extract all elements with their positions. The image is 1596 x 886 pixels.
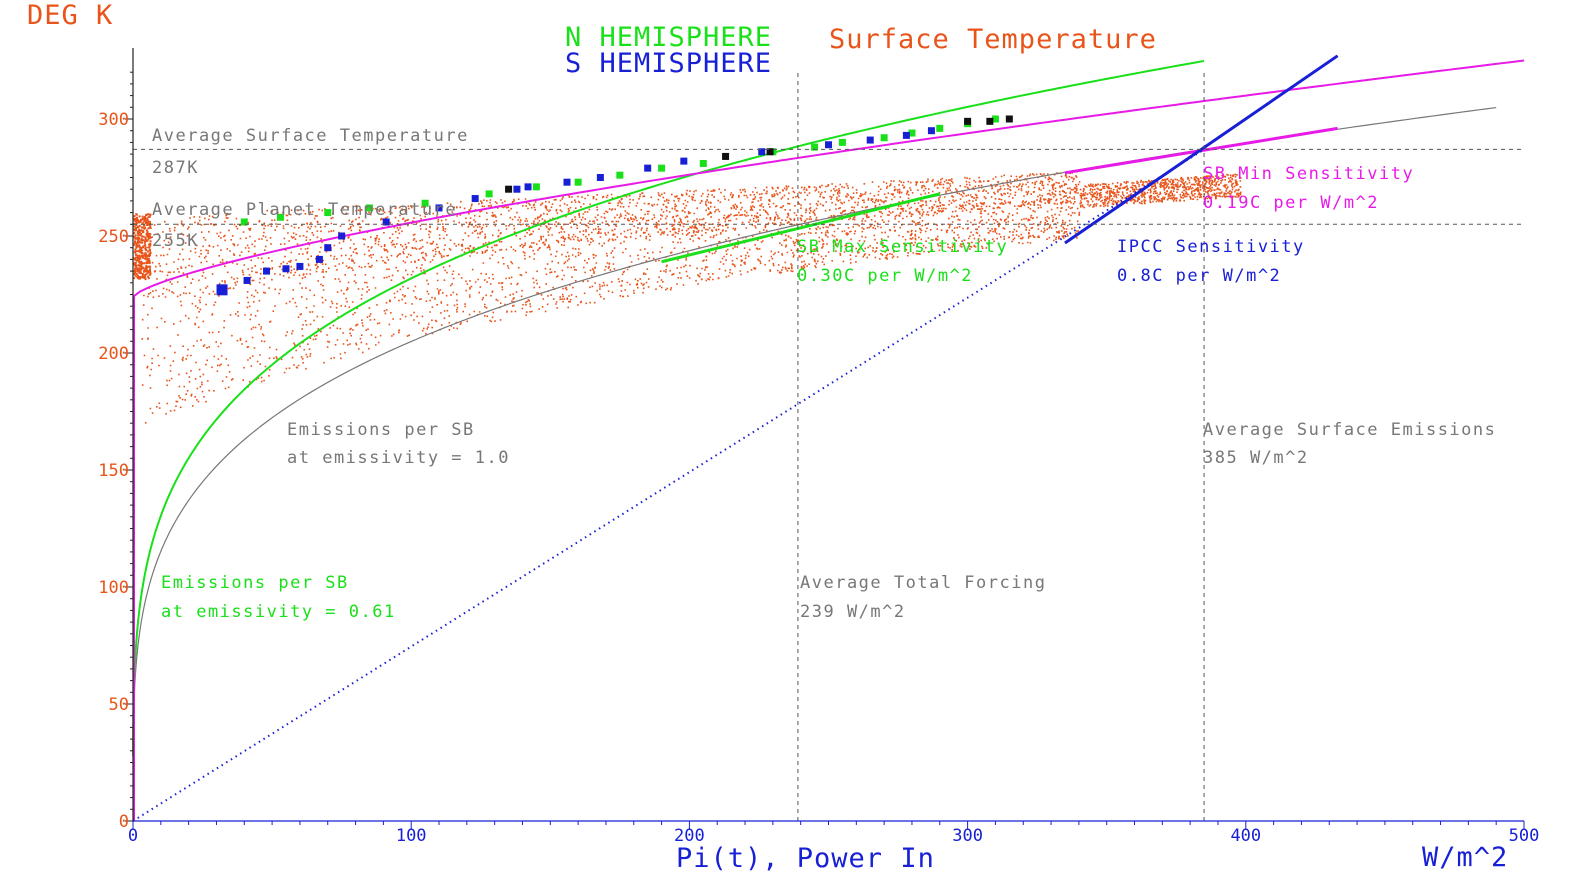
y-tick-label: 100 <box>98 578 129 598</box>
data-point <box>658 164 666 172</box>
linear-dotted-line <box>132 148 1205 822</box>
sb-max-tangent-line <box>661 192 941 264</box>
annotation-avg-surface-emissions: Average Surface Emissions <box>1203 420 1496 440</box>
annotation-sb-max-value: 0.30C per W/m^2 <box>797 266 973 286</box>
data-point <box>838 138 846 146</box>
series-black <box>505 115 1013 193</box>
data-point <box>365 204 373 212</box>
annotation-emissions-sb-1-value: at emissivity = 1.0 <box>287 448 510 468</box>
ipcc-sensitivity-line <box>1064 54 1339 245</box>
annotation-avg-total-forcing-value: 239 W/m^2 <box>800 602 906 622</box>
annotation-emissions-sb-1: Emissions per SB <box>287 420 475 440</box>
data-point <box>644 164 652 172</box>
data-point <box>282 265 290 273</box>
title-surface-temperature: Surface Temperature <box>829 24 1157 55</box>
data-point <box>315 255 323 263</box>
data-point <box>216 284 228 296</box>
annotation-ipcc-value: 0.8C per W/m^2 <box>1117 266 1281 286</box>
data-point <box>296 262 304 270</box>
data-point <box>866 136 874 144</box>
data-point <box>524 183 532 191</box>
annotation-sb-min-value: 0.19C per W/m^2 <box>1203 193 1379 213</box>
data-point <box>825 141 832 149</box>
data-point <box>616 171 624 179</box>
data-point <box>532 183 540 191</box>
chart-axes: 0 100 200 300 400 500 0 50 100 150 200 250 300 <box>98 48 1539 846</box>
hemisphere-points <box>216 115 1013 296</box>
data-point <box>1005 115 1013 123</box>
y-tick-label: 50 <box>109 695 129 715</box>
x-unit-label: W/m^2 <box>1422 842 1508 873</box>
y-tick-label: 300 <box>98 110 129 130</box>
data-point <box>563 178 571 186</box>
data-point <box>936 124 944 132</box>
data-point <box>240 218 248 226</box>
data-point <box>596 174 604 181</box>
y-tick-label: 0 <box>119 812 129 832</box>
data-point <box>243 276 251 284</box>
title-north-hemisphere: N HEMISPHERE <box>565 22 772 53</box>
x-axis-title: Pi(t), Power In <box>676 843 935 874</box>
annotation-sb-min: SB Min Sensitivity <box>1203 164 1414 184</box>
magenta-power-curve <box>132 59 1525 298</box>
annotation-emissions-sb-061-value: at emissivity = 0.61 <box>161 602 396 622</box>
annotation-avg-surface-emissions-value: 385 W/m^2 <box>1203 448 1309 468</box>
title-south-hemisphere: S HEMISPHERE <box>565 48 772 79</box>
x-tick-label: 500 <box>1509 826 1540 846</box>
data-point <box>421 199 429 207</box>
data-point <box>766 148 774 156</box>
data-point <box>986 117 994 125</box>
annotation-avg-planet-temp: Average Planet Temperature <box>152 200 457 220</box>
series-s-hemisphere <box>216 127 935 296</box>
annotation-avg-surface-temp: Average Surface Temperature <box>152 126 469 146</box>
annotation-sb-max: SB Max Sensitivity <box>797 237 1008 257</box>
x-tick-label: 300 <box>952 826 983 846</box>
data-point <box>471 195 479 203</box>
data-point <box>382 218 390 226</box>
data-point <box>880 134 888 142</box>
chart-lines <box>132 54 1525 822</box>
data-point <box>908 129 916 137</box>
annotation-avg-planet-temp-value: 255K <box>152 231 199 251</box>
y-tick-label: 250 <box>98 227 129 247</box>
x-tick-label: 100 <box>396 826 427 846</box>
sb-curve-emissivity-061 <box>132 59 1205 758</box>
data-point <box>902 131 910 139</box>
annotation-emissions-sb-061: Emissions per SB <box>161 573 349 593</box>
data-point <box>338 232 346 240</box>
x-tick-label: 200 <box>674 826 705 846</box>
y-tick-label: 150 <box>98 461 129 481</box>
data-point <box>699 159 707 167</box>
data-point <box>505 185 513 193</box>
data-point <box>811 143 819 151</box>
data-point <box>991 115 999 123</box>
y-tick-label: 200 <box>98 344 129 364</box>
data-point <box>435 204 443 212</box>
data-point <box>927 127 935 135</box>
data-point <box>722 152 730 160</box>
data-point <box>758 148 766 156</box>
x-tick-label: 0 <box>128 826 138 846</box>
data-point <box>276 213 284 221</box>
y-unit-label: DEG K <box>27 0 113 31</box>
data-point <box>324 244 332 252</box>
annotation-avg-surface-temp-value: 287K <box>152 158 199 178</box>
data-point <box>263 267 271 275</box>
data-point <box>513 185 521 193</box>
data-point <box>485 190 493 198</box>
data-point <box>574 178 582 186</box>
annotation-avg-total-forcing: Average Total Forcing <box>800 573 1046 593</box>
data-point <box>324 209 332 217</box>
x-tick-label: 400 <box>1230 826 1261 846</box>
data-point <box>964 117 972 125</box>
annotation-ipcc: IPCC Sensitivity <box>1117 237 1305 257</box>
data-point <box>680 157 688 165</box>
